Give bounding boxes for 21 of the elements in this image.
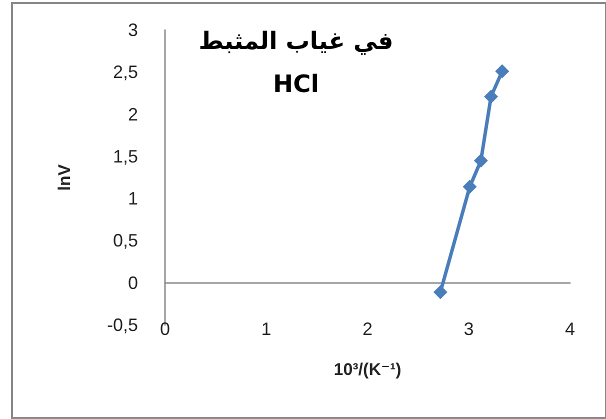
- y-tick-label: 0,5: [112, 230, 138, 251]
- y-axis-title: lnV: [55, 164, 74, 191]
- x-tick-label: 2: [362, 319, 373, 339]
- x-tick-label: 1: [261, 319, 272, 339]
- point: [495, 64, 510, 78]
- x-axis-title: 10³/(K⁻¹): [334, 360, 402, 379]
- point: [433, 285, 448, 300]
- y-tick-label: 0: [128, 272, 138, 293]
- point: [462, 180, 477, 194]
- y-tick-label: 2: [128, 104, 138, 124]
- y-tick-label: -0,5: [106, 315, 138, 335]
- y-tick-label: 1: [128, 188, 138, 209]
- y-tick-label: 1,5: [112, 146, 138, 166]
- point: [474, 154, 488, 168]
- y-tick-label: 2,5: [112, 62, 138, 82]
- text: في غياب المثبط HCl: [198, 26, 394, 100]
- y-tick-label: 3: [128, 20, 138, 40]
- x-tick-label: 0: [160, 319, 170, 339]
- x-tick-label: 4: [564, 319, 576, 339]
- x-tick-label: 3: [464, 319, 474, 339]
- point: [484, 90, 498, 104]
